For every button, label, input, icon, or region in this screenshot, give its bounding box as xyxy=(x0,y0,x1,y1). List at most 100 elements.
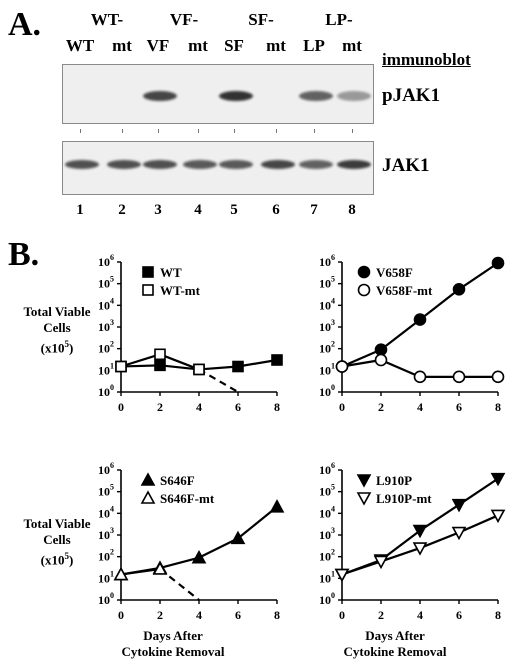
y-tick-label: 102 xyxy=(319,340,335,356)
blot-tick xyxy=(198,129,199,133)
y-tick-label: 103 xyxy=(319,318,335,334)
lane-number: 8 xyxy=(348,202,356,218)
data-point xyxy=(232,360,244,373)
x-tick-label: 6 xyxy=(235,608,241,622)
jak1-band xyxy=(183,160,217,169)
y-tick-label: 106 xyxy=(319,253,335,269)
y-tick-exponent: 0 xyxy=(331,383,335,392)
lane-number: 3 xyxy=(154,202,162,218)
x-tick-label: 6 xyxy=(235,400,241,414)
blot-tick xyxy=(80,129,81,133)
y-tick-exponent: 2 xyxy=(110,548,114,557)
jak1-band xyxy=(107,160,141,169)
y-tick-exponent: 4 xyxy=(331,504,335,513)
y-tick-exponent: 0 xyxy=(110,591,114,600)
immunoblot-label: immunoblot xyxy=(382,50,471,69)
y-tick-label: 102 xyxy=(98,340,114,356)
series-line-segment xyxy=(120,364,161,368)
series-line-segment xyxy=(458,514,499,534)
x-tick-label: 2 xyxy=(157,608,163,622)
jak1-band xyxy=(65,160,99,169)
y-tick-exponent: 3 xyxy=(331,318,335,327)
lane-label: mt xyxy=(188,36,208,55)
data-point xyxy=(373,555,389,570)
y-tick-label: 105 xyxy=(319,483,335,499)
y-tick-label: 100 xyxy=(98,383,114,399)
legend-marker xyxy=(357,283,371,297)
top-label: WT- xyxy=(90,10,124,29)
blot-tick xyxy=(314,129,315,133)
lane-label: WT xyxy=(65,36,95,55)
series-line-segment xyxy=(159,568,200,601)
y-tick-exponent: 3 xyxy=(110,526,114,535)
x-tick-label: 8 xyxy=(274,608,280,622)
blot-tick xyxy=(352,129,353,133)
x-tick-label: 2 xyxy=(378,400,384,414)
data-point xyxy=(152,561,168,575)
y-tick-exponent: 5 xyxy=(110,483,114,492)
legend-label: L910P-mt xyxy=(376,491,432,506)
legend-label: WT-mt xyxy=(160,283,201,298)
lane-label: VF xyxy=(146,36,170,55)
legend-marker xyxy=(356,474,372,488)
data-point xyxy=(230,530,246,545)
legend-marker xyxy=(140,472,156,486)
series-line-segment xyxy=(341,358,382,368)
y-tick-exponent: 1 xyxy=(110,361,114,370)
lane-label: mt xyxy=(342,36,362,55)
y-tick-label: 101 xyxy=(98,361,114,377)
data-point xyxy=(413,370,427,384)
y-tick-exponent: 2 xyxy=(110,340,114,349)
data-point xyxy=(113,566,129,581)
y-tick-label: 105 xyxy=(319,275,335,291)
x-tick-label: 8 xyxy=(495,400,501,414)
lane-label: LP xyxy=(303,36,325,55)
data-point xyxy=(374,343,388,356)
y-tick-label: 104 xyxy=(319,296,335,312)
x-tick-label: 4 xyxy=(417,608,423,622)
data-point xyxy=(491,370,505,384)
data-point xyxy=(191,549,207,564)
series-line-segment xyxy=(458,262,499,291)
data-point xyxy=(412,524,428,539)
series-line-segment xyxy=(341,560,382,576)
series-line-segment xyxy=(159,353,200,371)
series-line-segment xyxy=(198,537,239,559)
lane-number: 7 xyxy=(310,202,318,218)
data-point xyxy=(271,354,283,366)
y-tick-exponent: 6 xyxy=(110,461,114,470)
y-tick-label: 104 xyxy=(98,296,114,312)
y-tick-label: 102 xyxy=(319,548,335,564)
y-tick-label: 106 xyxy=(98,461,114,477)
x-tick-label: 4 xyxy=(196,608,202,622)
y-tick-exponent: 5 xyxy=(331,483,335,492)
data-point xyxy=(269,499,285,513)
data-point xyxy=(335,360,349,373)
blot-tick xyxy=(158,129,159,133)
legend-marker xyxy=(142,284,154,296)
y-tick-exponent: 2 xyxy=(331,548,335,557)
jak1-band xyxy=(299,160,333,169)
series-line-segment xyxy=(380,318,421,351)
pjak1-blot xyxy=(62,64,374,124)
y-tick-exponent: 4 xyxy=(110,504,114,513)
y-tick-label: 104 xyxy=(319,504,335,520)
y-tick-exponent: 3 xyxy=(110,318,114,327)
x-tick-label: 2 xyxy=(157,400,163,414)
lane-number: 6 xyxy=(272,202,280,218)
y-tick-exponent: 5 xyxy=(110,275,114,284)
top-label: SF- xyxy=(248,10,274,29)
lane-number: 5 xyxy=(230,202,238,218)
x-tick-label: 0 xyxy=(118,400,124,414)
legend-label: L910P xyxy=(376,473,412,488)
y-tick-label: 105 xyxy=(98,275,114,291)
series-line-segment xyxy=(341,348,382,368)
y-tick-exponent: 6 xyxy=(331,461,335,470)
series-line-segment xyxy=(159,364,200,371)
legend-marker xyxy=(356,492,372,506)
data-point xyxy=(412,542,428,556)
y-tick-exponent: 0 xyxy=(331,591,335,600)
y-tick-exponent: 6 xyxy=(331,253,335,262)
